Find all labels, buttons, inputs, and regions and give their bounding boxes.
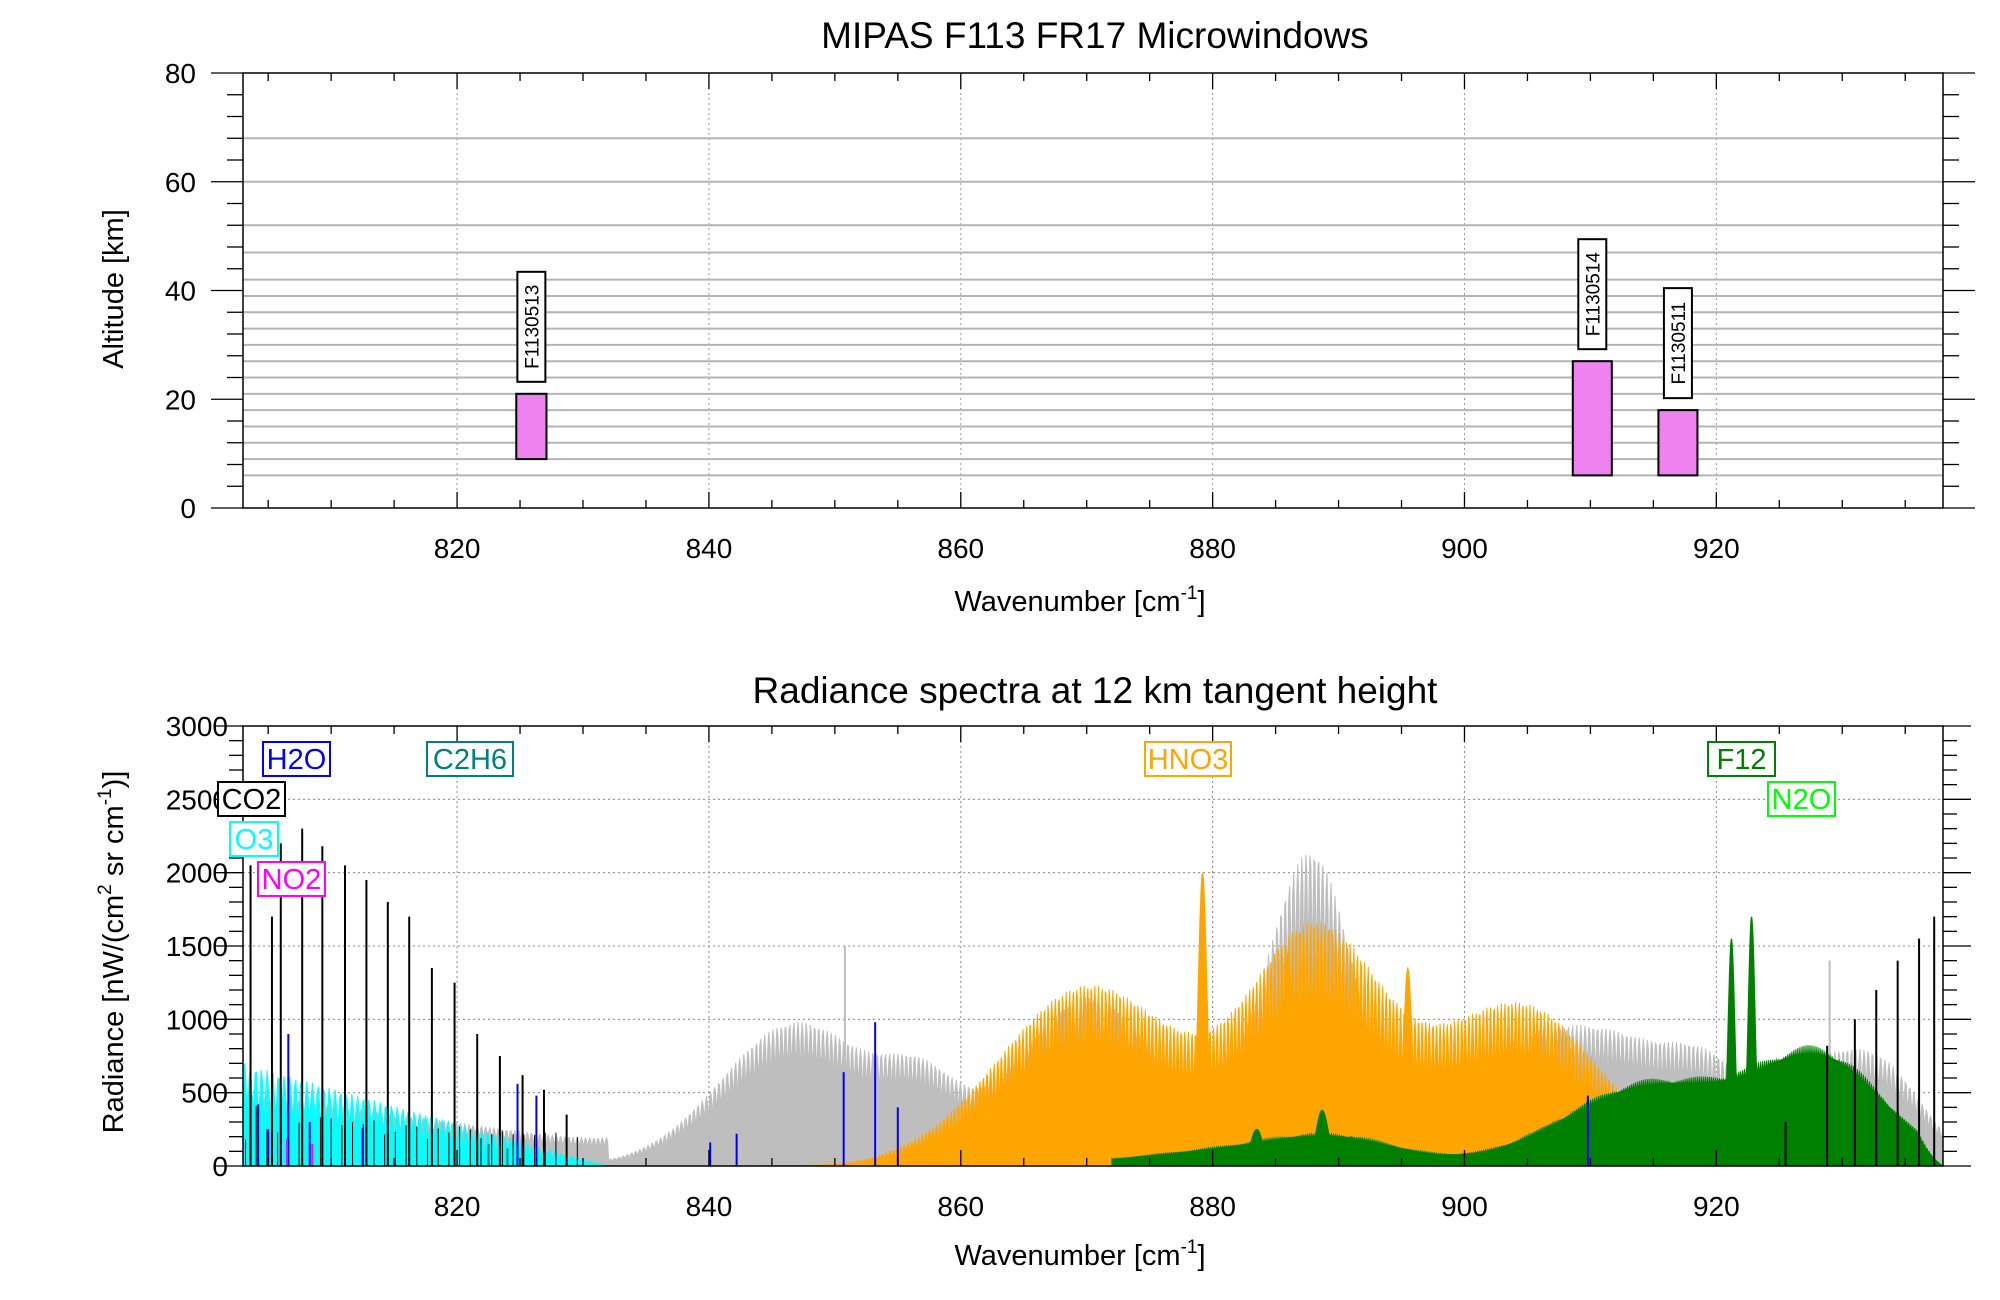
y-tick-label: 40: [165, 276, 196, 307]
x-tick-label: 880: [1189, 533, 1236, 564]
x-tick-label: 920: [1693, 1191, 1740, 1222]
y-tick-label: 0: [212, 1151, 228, 1182]
legend-label: NO2: [262, 864, 322, 896]
legend-label: C2H6: [433, 744, 507, 776]
legend-label: F12: [1717, 744, 1767, 776]
top-y-axis-label: Altitude [km]: [98, 209, 130, 369]
x-tick-label: 860: [937, 533, 984, 564]
y-tick-label: 1500: [166, 931, 228, 962]
F12-peak: [1302, 1109, 1342, 1167]
microwindow-label: F1130513: [522, 285, 543, 369]
legend-label: HNO3: [1148, 744, 1229, 776]
bottom-y-axis-label: Radiance [nW/(cm2 sr cm-1)]: [95, 771, 130, 1134]
microwindow-bar: [1657, 409, 1699, 477]
top-chart-ticks: [211, 72, 1975, 509]
y-tick-label: 500: [181, 1078, 228, 1109]
microwindow-label: F1130514: [1583, 252, 1604, 337]
y-tick-label: 20: [165, 384, 196, 415]
y-tick-label: 80: [165, 58, 196, 89]
legend-box: [229, 821, 279, 857]
microwindow-label-box: [1662, 287, 1693, 400]
y-tick-label: 3000: [166, 711, 228, 742]
microwindow-label-box: [1577, 238, 1608, 351]
legend-label: N2O: [1772, 784, 1832, 816]
legend-box: [262, 741, 331, 777]
legend-box: [426, 741, 514, 777]
x-tick-label: 900: [1441, 1191, 1488, 1222]
top-chart-title: MIPAS F113 FR17 Microwindows: [821, 15, 1369, 56]
top-y-tick-labels: 0 20 40 60 80: [165, 58, 196, 524]
y-tick-label: 60: [165, 167, 196, 198]
bottom-chart-title: Radiance spectra at 12 km tangent height: [753, 670, 1439, 711]
F12-peak: [1237, 1128, 1277, 1167]
radiance-spectra: [242, 828, 1945, 1167]
bottom-x-axis-label: Wavenumber [cm-1]: [954, 1237, 1205, 1272]
x-tick-label: 820: [434, 1191, 481, 1222]
x-tick-label: 840: [686, 1191, 733, 1222]
x-tick-label: 880: [1189, 1191, 1236, 1222]
legend-box: [1707, 741, 1776, 777]
bottom-chart-ticks: [215, 725, 1971, 1167]
top-x-tick-labels: 820 840 860 880 900 920: [434, 533, 1740, 564]
legend-box: [217, 781, 286, 817]
top-x-axis-label: Wavenumber [cm-1]: [954, 583, 1205, 618]
x-tick-label: 920: [1693, 533, 1740, 564]
bottom-x-tick-labels: 820 840 860 880 900 920: [434, 1191, 1740, 1222]
y-tick-label: 1000: [166, 1004, 228, 1035]
legend-box: [1144, 741, 1232, 777]
y-tick-label: 2000: [166, 858, 228, 889]
microwindow-bars: F1130513 F1130514 F1130511: [515, 238, 1699, 477]
y-tick-label: 0: [180, 493, 196, 524]
x-tick-label: 900: [1441, 533, 1488, 564]
x-tick-label: 820: [434, 533, 481, 564]
microwindow-label-box: [516, 270, 547, 383]
HNO3-spectrum: [683, 921, 1692, 1167]
legend-label: H2O: [267, 744, 327, 776]
x-tick-label: 840: [686, 533, 733, 564]
microwindow-label: F1130511: [1669, 302, 1690, 385]
microwindow-bar: [515, 392, 548, 461]
microwindow-bar: [1571, 360, 1613, 477]
legend-label: O3: [235, 824, 274, 856]
legend-label: CO2: [222, 784, 282, 816]
legend-box: [1767, 781, 1836, 817]
x-tick-label: 860: [937, 1191, 984, 1222]
legend-box: [257, 861, 326, 897]
